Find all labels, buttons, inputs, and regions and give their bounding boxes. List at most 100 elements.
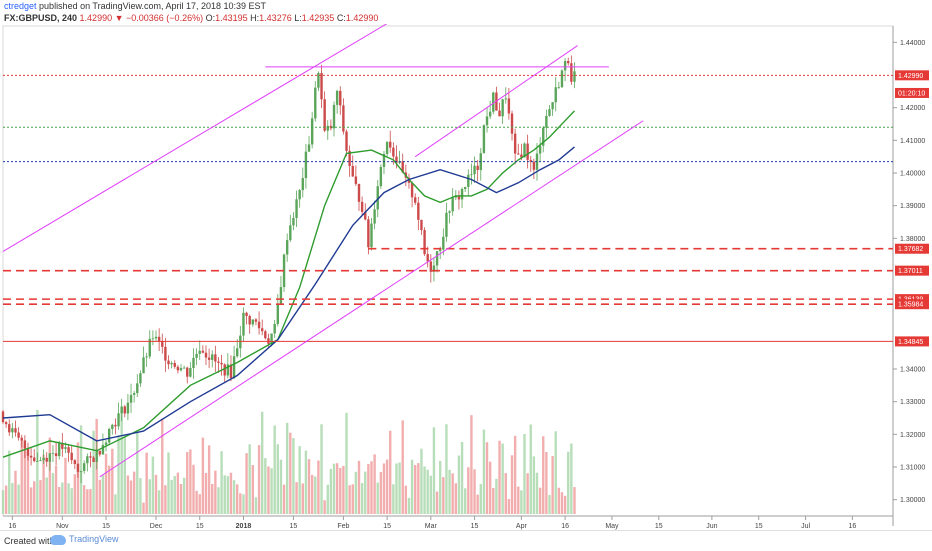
candle-body	[310, 118, 314, 145]
candle-body	[67, 447, 70, 453]
price-chart[interactable]: 1.44000 1.42000 1.41000 1.40000 1.39000 1.380…	[0, 24, 932, 530]
candle-body	[157, 336, 161, 342]
candle-body	[117, 413, 120, 427]
candle-body	[220, 362, 223, 365]
tradingview-logo[interactable]: TradingView	[50, 534, 119, 545]
volume-bar	[479, 484, 482, 514]
candle-body	[382, 153, 386, 167]
candle-body	[476, 165, 479, 170]
price-tick-label: 1.34000	[900, 367, 925, 374]
time-tick-label: Mar	[425, 523, 438, 530]
volume-bar	[351, 484, 354, 514]
volume-bar	[329, 468, 333, 514]
volume-bar	[373, 454, 376, 514]
candle-body	[342, 105, 345, 132]
volume-bar	[245, 453, 248, 514]
candle-body	[379, 166, 383, 187]
candle-body	[236, 348, 239, 357]
volume-bar	[457, 455, 461, 514]
volume-bar	[111, 448, 114, 514]
volume-bar	[326, 484, 329, 514]
price-label-text: 1.35984	[898, 302, 923, 309]
volume-bar	[242, 494, 245, 514]
volume-bar	[320, 424, 323, 514]
volume-bar	[364, 471, 367, 514]
cloud-icon	[50, 534, 66, 545]
candle-body	[542, 127, 545, 146]
price-label-text: 1.37011	[898, 268, 923, 275]
candle-body	[364, 211, 367, 220]
candle-body	[223, 364, 226, 376]
volume-bar	[273, 425, 276, 514]
volume-bar	[73, 474, 77, 514]
volume-bar	[282, 484, 286, 514]
price-tick-label: 1.38000	[900, 236, 925, 243]
volume-bar	[348, 485, 351, 514]
volume-bar	[195, 490, 198, 514]
volume-bar	[298, 446, 301, 514]
candle-body	[251, 319, 255, 325]
volume-bar	[176, 472, 180, 514]
volume-bar	[11, 483, 14, 514]
volume-bar	[548, 494, 551, 514]
time-tick-label: 15	[755, 523, 763, 530]
price-tick-label: 1.44000	[900, 40, 925, 47]
candle-body	[229, 364, 233, 379]
time-tick-label: 2018	[236, 523, 252, 530]
candle-body	[570, 63, 573, 82]
ohlc-legend: FX:GBPUSD, 240 1.42990 ▼ −0.00366 (−0.26…	[4, 13, 378, 23]
brand-name: TradingView	[69, 534, 119, 544]
candle-body	[29, 455, 33, 458]
candle-body	[14, 428, 17, 433]
candle-body	[457, 195, 461, 200]
candle-body	[92, 457, 95, 462]
close-label: C:	[336, 13, 346, 23]
candle-body	[257, 321, 261, 329]
volume-bar	[129, 480, 133, 514]
candle-body	[195, 353, 198, 358]
candle-body	[292, 217, 295, 226]
candle-body	[101, 444, 105, 455]
candle-body	[532, 161, 536, 170]
candle-body	[86, 456, 89, 464]
candle-body	[114, 424, 117, 427]
symbol-label[interactable]: FX:GBPUSD, 240	[4, 13, 78, 23]
created-with-text: Created with	[4, 536, 55, 546]
volume-bar	[226, 476, 230, 514]
candle-body	[264, 331, 267, 339]
candle-body	[58, 443, 61, 457]
candle-body	[385, 141, 389, 154]
time-tick-label: 15	[196, 523, 204, 530]
volume-bar	[54, 465, 58, 514]
volume-bar	[36, 409, 39, 514]
volume-bar	[567, 451, 570, 514]
candle-body	[282, 254, 286, 288]
candle-body	[301, 178, 304, 191]
volume-bar	[167, 452, 170, 514]
volume-bar	[420, 448, 423, 514]
candle-body	[445, 212, 448, 237]
candle-body	[482, 125, 486, 154]
volume-bar	[217, 487, 220, 514]
volume-bar	[260, 411, 264, 514]
author-link[interactable]: ctredget	[4, 1, 37, 11]
volume-bar	[26, 450, 30, 514]
volume-bar	[401, 420, 404, 514]
volume-bar	[485, 442, 489, 514]
volume-bar	[279, 459, 283, 514]
candle-body	[463, 186, 467, 190]
volume-bar	[423, 466, 426, 514]
candle-body	[335, 90, 339, 105]
candle-body	[26, 448, 30, 456]
candle-body	[164, 346, 167, 361]
candle-body	[320, 72, 323, 100]
moving-average-line-1	[2, 110, 576, 458]
volume-bar	[201, 437, 205, 514]
volume-bar	[551, 455, 554, 514]
volume-bar	[104, 453, 108, 514]
volume-bar	[48, 437, 52, 514]
price-label-text: 1.34845	[898, 339, 923, 346]
volume-bar	[173, 476, 176, 514]
volume-bar	[157, 490, 161, 514]
candle-body	[410, 182, 414, 198]
